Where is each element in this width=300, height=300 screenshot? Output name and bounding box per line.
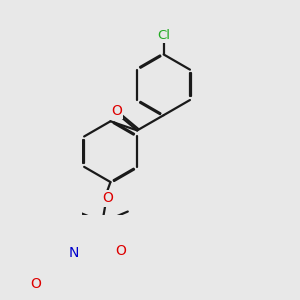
- Text: N: N: [68, 245, 79, 260]
- Text: O: O: [111, 104, 122, 118]
- Text: O: O: [116, 244, 126, 258]
- Text: O: O: [102, 191, 113, 206]
- Text: Cl: Cl: [157, 29, 170, 42]
- Text: O: O: [30, 277, 41, 291]
